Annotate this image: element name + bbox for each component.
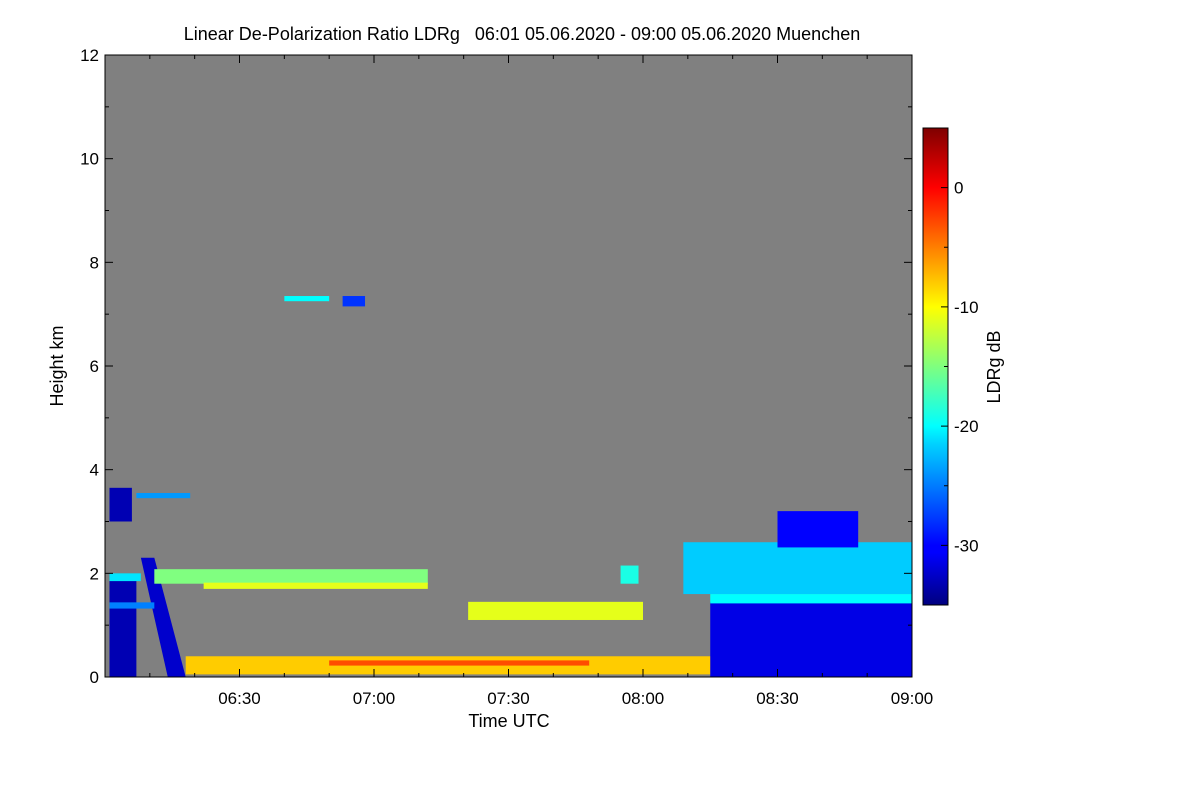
region-slanted-fall-streak (140, 557, 186, 677)
y-tick-label: 2 (90, 564, 99, 583)
region-cloud-late-high (683, 542, 912, 595)
region-layer-1.95km-early (109, 573, 141, 582)
colorbar-tick-label: -30 (954, 536, 979, 555)
colorbar-tick-label: -20 (954, 417, 979, 436)
region-layer-2.0km (154, 569, 428, 584)
region-cloud-late-low (710, 601, 912, 677)
x-tick-label: 08:00 (622, 689, 665, 708)
region-cloud-late-top (777, 511, 859, 548)
y-tick-label: 12 (80, 46, 99, 65)
y-axis-label: Height km (47, 325, 67, 406)
region-layer-1.4km (109, 602, 155, 609)
colorbar-tick-label: -10 (954, 298, 979, 317)
y-tick-label: 8 (90, 253, 99, 272)
x-tick-label: 09:00 (891, 689, 934, 708)
x-axis: 06:30 07:00 07:30 08:00 08:30 09:00 (149, 55, 934, 708)
colorbar: 0 -10 -20 -30 (922, 127, 979, 606)
y-tick-label: 0 (90, 668, 99, 687)
x-tick-label: 07:30 (487, 689, 530, 708)
colorbar-tick-label: 0 (954, 179, 963, 198)
region-cloud-base-1.4km (710, 594, 912, 604)
region-patch-2.0km (620, 565, 639, 584)
region-low-clouds-early (109, 578, 137, 677)
plot-area (104, 54, 913, 678)
region-cloud-7.3km (284, 296, 330, 302)
region-aerosol-1.3km (468, 601, 643, 620)
region-cloud-3.5km (136, 492, 191, 499)
region-cloud-3.4km (109, 487, 132, 522)
y-tick-label: 10 (80, 150, 99, 169)
chart-title: Linear De-Polarization Ratio LDRg 06:01 … (184, 24, 860, 44)
x-tick-label: 06:30 (218, 689, 261, 708)
colorbar-label: LDRg dB (984, 330, 1004, 403)
x-axis-label: Time UTC (468, 711, 549, 731)
y-axis: 0 2 4 6 8 10 12 (80, 46, 912, 687)
x-tick-label: 07:00 (353, 689, 396, 708)
y-tick-label: 4 (90, 461, 99, 480)
region-surface-red (329, 660, 590, 666)
region-layer-1.8km (203, 582, 428, 589)
x-tick-label: 08:30 (756, 689, 799, 708)
region-cloud-7.3km-b (342, 296, 366, 307)
y-tick-label: 6 (90, 357, 99, 376)
